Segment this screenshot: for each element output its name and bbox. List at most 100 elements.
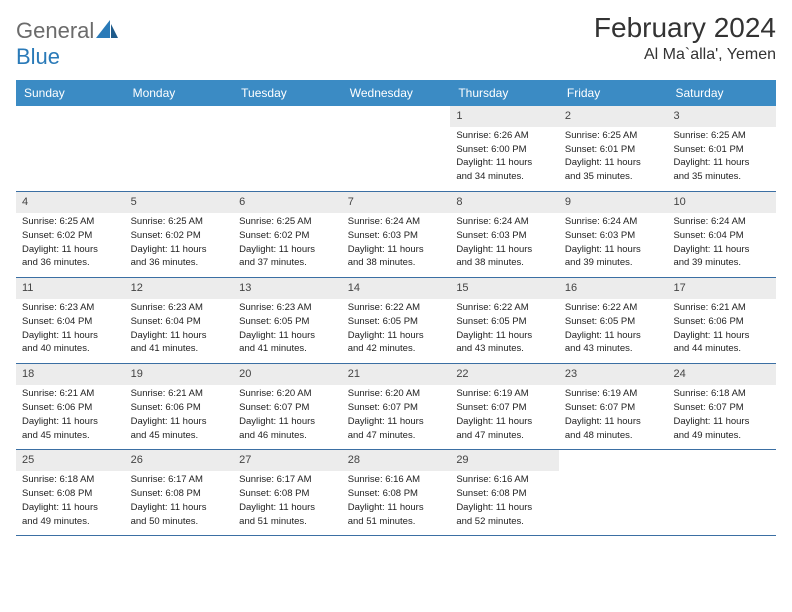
day-content: Sunrise: 6:23 AMSunset: 6:04 PMDaylight:… (125, 299, 234, 363)
day-cell: 23Sunrise: 6:19 AMSunset: 6:07 PMDayligh… (559, 364, 668, 449)
day-content: Sunrise: 6:19 AMSunset: 6:07 PMDaylight:… (559, 385, 668, 449)
sunrise-line: Sunrise: 6:20 AM (239, 388, 336, 401)
sunset-line: Sunset: 6:02 PM (239, 230, 336, 243)
day-cell (16, 106, 125, 191)
day-content: Sunrise: 6:19 AMSunset: 6:07 PMDaylight:… (450, 385, 559, 449)
day-cell: 25Sunrise: 6:18 AMSunset: 6:08 PMDayligh… (16, 450, 125, 535)
day-number: 5 (125, 192, 234, 213)
day-cell: 3Sunrise: 6:25 AMSunset: 6:01 PMDaylight… (667, 106, 776, 191)
day-number: 1 (450, 106, 559, 127)
sunrise-line: Sunrise: 6:26 AM (456, 130, 553, 143)
day-content: Sunrise: 6:21 AMSunset: 6:06 PMDaylight:… (667, 299, 776, 363)
day-content: Sunrise: 6:25 AMSunset: 6:02 PMDaylight:… (125, 213, 234, 277)
sunset-line: Sunset: 6:04 PM (22, 316, 119, 329)
sunset-line: Sunset: 6:07 PM (565, 402, 662, 415)
logo-blue: Blue (16, 44, 60, 69)
day-number: 12 (125, 278, 234, 299)
d2-line: and 46 minutes. (239, 430, 336, 443)
day-content: Sunrise: 6:23 AMSunset: 6:04 PMDaylight:… (16, 299, 125, 363)
day-number: 10 (667, 192, 776, 213)
weekday-header: Wednesday (342, 80, 451, 106)
sunrise-line: Sunrise: 6:25 AM (239, 216, 336, 229)
d1-line: Daylight: 11 hours (673, 416, 770, 429)
sunset-line: Sunset: 6:08 PM (22, 488, 119, 501)
d2-line: and 37 minutes. (239, 257, 336, 270)
d2-line: and 35 minutes. (565, 171, 662, 184)
day-number: 9 (559, 192, 668, 213)
day-cell (342, 106, 451, 191)
d2-line: and 51 minutes. (348, 516, 445, 529)
sail-icon (96, 20, 118, 38)
d2-line: and 36 minutes. (131, 257, 228, 270)
d2-line: and 42 minutes. (348, 343, 445, 356)
weekday-header: Sunday (16, 80, 125, 106)
d1-line: Daylight: 11 hours (565, 330, 662, 343)
d1-line: Daylight: 11 hours (131, 330, 228, 343)
day-number: 4 (16, 192, 125, 213)
day-cell: 11Sunrise: 6:23 AMSunset: 6:04 PMDayligh… (16, 278, 125, 363)
d1-line: Daylight: 11 hours (673, 244, 770, 257)
day-cell: 18Sunrise: 6:21 AMSunset: 6:06 PMDayligh… (16, 364, 125, 449)
sunset-line: Sunset: 6:06 PM (673, 316, 770, 329)
d1-line: Daylight: 11 hours (456, 157, 553, 170)
sunrise-line: Sunrise: 6:23 AM (131, 302, 228, 315)
day-cell: 21Sunrise: 6:20 AMSunset: 6:07 PMDayligh… (342, 364, 451, 449)
day-cell: 7Sunrise: 6:24 AMSunset: 6:03 PMDaylight… (342, 192, 451, 277)
day-content: Sunrise: 6:25 AMSunset: 6:01 PMDaylight:… (559, 127, 668, 191)
day-content: Sunrise: 6:20 AMSunset: 6:07 PMDaylight:… (233, 385, 342, 449)
day-number: 8 (450, 192, 559, 213)
d2-line: and 45 minutes. (131, 430, 228, 443)
d2-line: and 43 minutes. (456, 343, 553, 356)
d1-line: Daylight: 11 hours (131, 416, 228, 429)
sunrise-line: Sunrise: 6:24 AM (348, 216, 445, 229)
sunrise-line: Sunrise: 6:23 AM (22, 302, 119, 315)
header: General Blue February 2024 Al Ma`alla', … (16, 12, 776, 70)
day-number: 25 (16, 450, 125, 471)
day-cell (233, 106, 342, 191)
day-number: 15 (450, 278, 559, 299)
d1-line: Daylight: 11 hours (131, 502, 228, 515)
weekday-header: Saturday (667, 80, 776, 106)
d1-line: Daylight: 11 hours (131, 244, 228, 257)
day-content: Sunrise: 6:23 AMSunset: 6:05 PMDaylight:… (233, 299, 342, 363)
d2-line: and 49 minutes. (22, 516, 119, 529)
d1-line: Daylight: 11 hours (22, 330, 119, 343)
day-cell: 5Sunrise: 6:25 AMSunset: 6:02 PMDaylight… (125, 192, 234, 277)
d2-line: and 38 minutes. (348, 257, 445, 270)
logo: General Blue (16, 12, 118, 70)
day-cell: 14Sunrise: 6:22 AMSunset: 6:05 PMDayligh… (342, 278, 451, 363)
logo-general: General (16, 18, 94, 43)
sunset-line: Sunset: 6:05 PM (456, 316, 553, 329)
d2-line: and 47 minutes. (456, 430, 553, 443)
day-number: 29 (450, 450, 559, 471)
sunrise-line: Sunrise: 6:17 AM (131, 474, 228, 487)
sunrise-line: Sunrise: 6:25 AM (565, 130, 662, 143)
sunrise-line: Sunrise: 6:24 AM (565, 216, 662, 229)
d2-line: and 36 minutes. (22, 257, 119, 270)
d2-line: and 49 minutes. (673, 430, 770, 443)
logo-text: General Blue (16, 18, 118, 70)
sunset-line: Sunset: 6:02 PM (22, 230, 119, 243)
d1-line: Daylight: 11 hours (565, 416, 662, 429)
sunset-line: Sunset: 6:07 PM (456, 402, 553, 415)
d1-line: Daylight: 11 hours (348, 416, 445, 429)
day-content: Sunrise: 6:24 AMSunset: 6:03 PMDaylight:… (450, 213, 559, 277)
day-content: Sunrise: 6:21 AMSunset: 6:06 PMDaylight:… (16, 385, 125, 449)
sunset-line: Sunset: 6:03 PM (456, 230, 553, 243)
day-cell: 26Sunrise: 6:17 AMSunset: 6:08 PMDayligh… (125, 450, 234, 535)
d2-line: and 50 minutes. (131, 516, 228, 529)
day-cell: 19Sunrise: 6:21 AMSunset: 6:06 PMDayligh… (125, 364, 234, 449)
day-content: Sunrise: 6:16 AMSunset: 6:08 PMDaylight:… (342, 471, 451, 535)
d1-line: Daylight: 11 hours (22, 416, 119, 429)
day-cell: 10Sunrise: 6:24 AMSunset: 6:04 PMDayligh… (667, 192, 776, 277)
day-content: Sunrise: 6:20 AMSunset: 6:07 PMDaylight:… (342, 385, 451, 449)
day-content: Sunrise: 6:25 AMSunset: 6:01 PMDaylight:… (667, 127, 776, 191)
day-content: Sunrise: 6:22 AMSunset: 6:05 PMDaylight:… (559, 299, 668, 363)
title-block: February 2024 Al Ma`alla', Yemen (594, 12, 776, 64)
d2-line: and 43 minutes. (565, 343, 662, 356)
d1-line: Daylight: 11 hours (565, 244, 662, 257)
day-number: 16 (559, 278, 668, 299)
day-cell: 13Sunrise: 6:23 AMSunset: 6:05 PMDayligh… (233, 278, 342, 363)
d1-line: Daylight: 11 hours (456, 416, 553, 429)
day-cell: 6Sunrise: 6:25 AMSunset: 6:02 PMDaylight… (233, 192, 342, 277)
